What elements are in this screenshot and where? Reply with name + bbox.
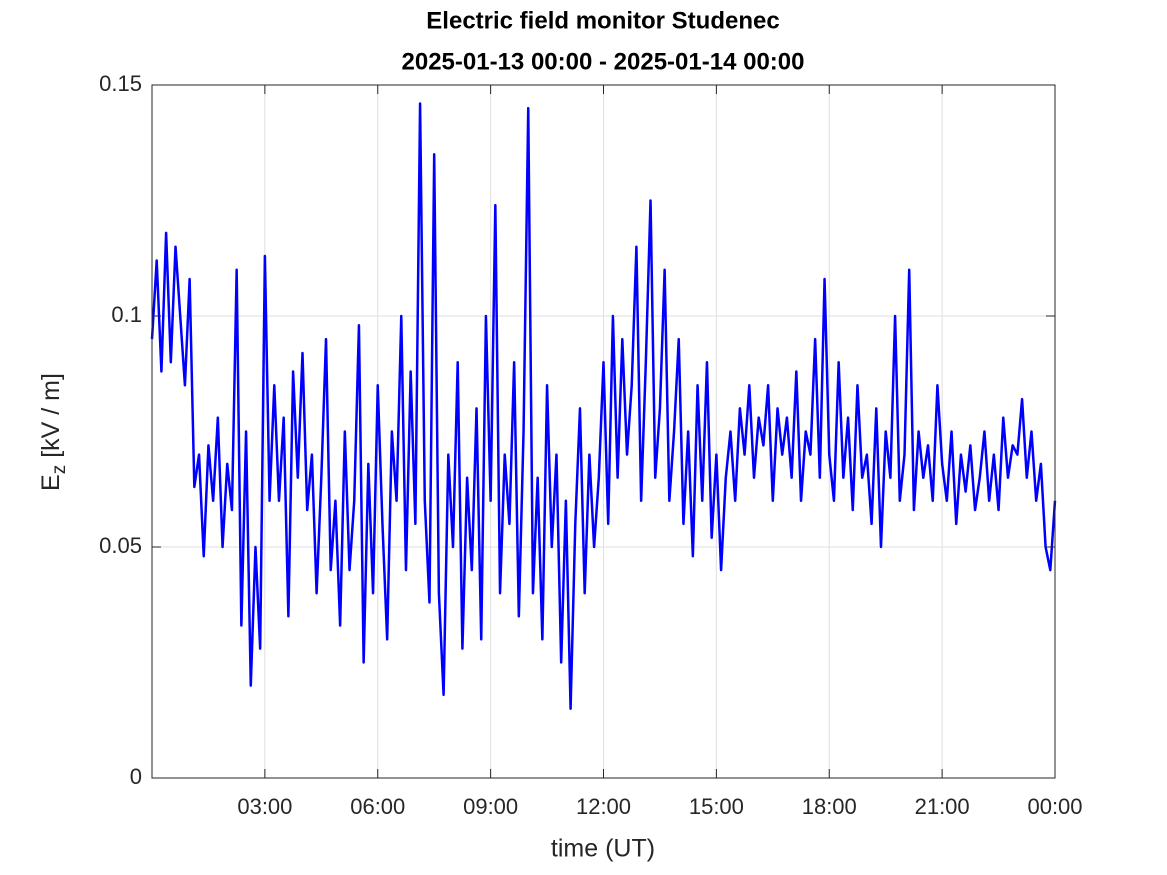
x-tick-label: 03:00 xyxy=(237,794,292,819)
ticks: 0 0.05 0.1 0.15 03:00 06:00 09:00 12:00 15:00 18:… xyxy=(99,71,1082,819)
y-tick-label: 0.1 xyxy=(111,302,142,327)
x-tick-label: 00:00 xyxy=(1027,794,1082,819)
x-tick-label: 06:00 xyxy=(350,794,405,819)
y-tick-label: 0 xyxy=(130,764,142,789)
y-tick-label: 0.15 xyxy=(99,71,142,96)
series xyxy=(150,102,1057,710)
x-tick-label: 12:00 xyxy=(576,794,631,819)
y-label-sub: z xyxy=(49,465,70,475)
chart-subtitle: 2025-01-13 00:00 - 2025-01-14 00:00 xyxy=(402,48,805,75)
x-axis-label: time (UT) xyxy=(551,835,655,863)
x-tick-label: 18:00 xyxy=(802,794,857,819)
y-label-main: E xyxy=(37,474,65,491)
y-label-rest: [kV / m] xyxy=(37,373,65,465)
y-tick-label: 0.05 xyxy=(99,533,142,558)
chart-title: Electric field monitor Studenec xyxy=(426,7,779,34)
x-tick-label: 21:00 xyxy=(915,794,970,819)
x-tick-label: 15:00 xyxy=(689,794,744,819)
x-tick-label: 09:00 xyxy=(463,794,518,819)
y-axis-label: Ez [kV / m] xyxy=(37,373,70,491)
data-line xyxy=(150,102,1057,710)
